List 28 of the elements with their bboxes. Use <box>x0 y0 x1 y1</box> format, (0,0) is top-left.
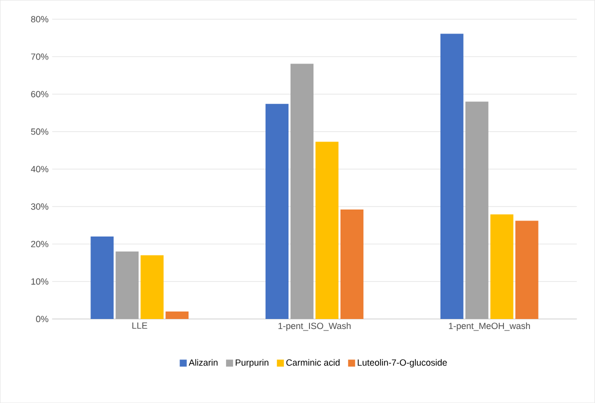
legend-label: Luteolin-7-O-glucoside <box>358 359 447 368</box>
bar <box>440 34 464 319</box>
bar <box>166 311 189 319</box>
legend-label: Alizarin <box>188 359 218 366</box>
y-tick-label: 30% <box>31 203 48 210</box>
y-tick-label: 50% <box>31 128 48 135</box>
bar <box>490 214 514 319</box>
y-tick-label: 20% <box>31 240 48 248</box>
y-tick-label: 80% <box>31 16 48 22</box>
y-tick-label: 0% <box>36 316 48 322</box>
bar <box>515 220 538 319</box>
x-tick-label: LLE <box>132 322 148 329</box>
bar <box>116 251 139 319</box>
x-tick-label: 1-pent_MeOH_wash <box>448 322 530 331</box>
y-tick-label: 70% <box>31 53 48 60</box>
legend-label: Carminic acid <box>286 359 340 366</box>
bar <box>465 102 488 319</box>
bar <box>340 209 364 319</box>
bar <box>290 64 314 319</box>
y-tick-label: 40% <box>30 166 48 172</box>
x-tick-label: 1-pent_ISO_Wash <box>278 322 351 331</box>
bar <box>266 104 289 319</box>
legend-label: Purpurin <box>236 359 268 368</box>
y-tick-label: 60% <box>31 90 48 98</box>
bar <box>315 142 338 319</box>
bar <box>90 236 114 319</box>
y-tick-label: 10% <box>31 278 48 285</box>
bar <box>140 255 164 319</box>
